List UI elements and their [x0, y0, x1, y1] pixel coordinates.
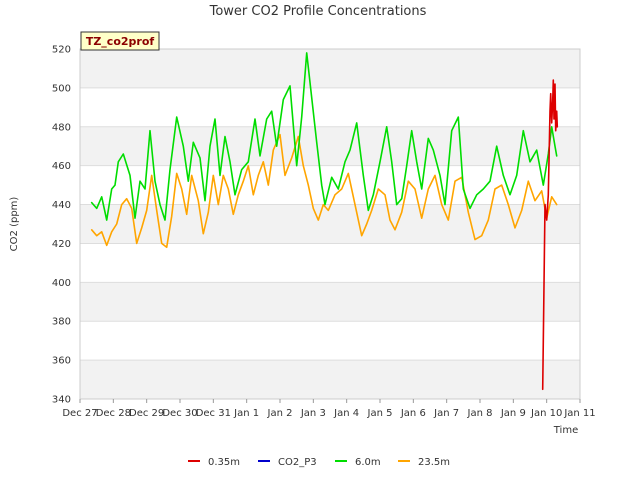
band-420	[80, 204, 580, 244]
background-bands	[80, 49, 580, 399]
x-tick-label: Dec 28	[96, 408, 131, 419]
y-tick-label: 360	[52, 356, 71, 367]
band-380	[80, 282, 580, 322]
x-tick-label: Jan 1	[233, 408, 259, 419]
y-axis-label: CO2 (ppm)	[9, 197, 20, 252]
x-tick-label: Jan 5	[367, 408, 393, 419]
x-tick-label: Jan 6	[400, 408, 426, 419]
x-tick-label: Jan 11	[563, 408, 595, 419]
site-tag-label: TZ_co2prof	[86, 35, 155, 48]
legend: 0.35m CO2_P3 6.0m 23.5m	[188, 457, 450, 468]
y-tick-label: 400	[52, 278, 71, 289]
legend-item: 6.0m	[335, 457, 381, 468]
band-360	[80, 321, 580, 361]
series-line-6-0m	[90, 52, 558, 221]
x-tick-label: Jan 9	[500, 408, 526, 419]
plot-frame	[79, 48, 581, 400]
y-tick-label: 480	[52, 122, 71, 133]
band-480	[80, 87, 580, 127]
plot-area	[79, 48, 581, 400]
x-tick-label: Dec 29	[129, 408, 164, 419]
x-tick-label: Dec 30	[162, 408, 197, 419]
y-tick-label: 440	[52, 200, 71, 211]
series-line-23-5m	[90, 133, 558, 249]
x-axis-label: Time	[553, 425, 578, 436]
y-tick-label: 420	[52, 239, 71, 250]
y-axis: 340 360 380 400 420 440 460 480 500 520	[52, 45, 71, 406]
legend-item: CO2_P3	[258, 457, 317, 468]
x-tick-label: Jan 7	[433, 408, 459, 419]
site-tag: TZ_co2prof	[80, 31, 160, 51]
x-tick-label: Jan 10	[530, 408, 562, 419]
x-tick-label: Jan 8	[467, 408, 493, 419]
x-tick-label: Dec 27	[62, 408, 97, 419]
x-tick-label: Jan 3	[300, 408, 326, 419]
band-400	[80, 243, 580, 283]
site-tag-box	[80, 31, 160, 51]
series-layer	[90, 52, 559, 391]
legend-item: 0.35m	[188, 457, 240, 468]
chart-title: Tower CO2 Profile Concentrations	[209, 4, 427, 19]
x-tick-label: Dec 31	[196, 408, 231, 419]
band-460	[80, 126, 580, 166]
legend-item: 23.5m	[398, 457, 450, 468]
legend-label: CO2_P3	[278, 457, 317, 468]
legend-label: 23.5m	[418, 457, 450, 468]
y-tick-label: 460	[52, 161, 71, 172]
legend-label: 0.35m	[208, 457, 240, 468]
legend-label: 6.0m	[355, 457, 381, 468]
y-tick-label: 520	[52, 45, 71, 56]
y-tick-label: 500	[52, 83, 71, 94]
y-tick-label: 380	[52, 317, 71, 328]
band-340	[80, 360, 580, 399]
series-line-0-35m	[541, 79, 559, 391]
y-tick-label: 340	[52, 395, 71, 406]
x-tick-label: Jan 4	[333, 408, 359, 419]
band-500	[80, 49, 580, 88]
x-tick-label: Jan 2	[267, 408, 293, 419]
